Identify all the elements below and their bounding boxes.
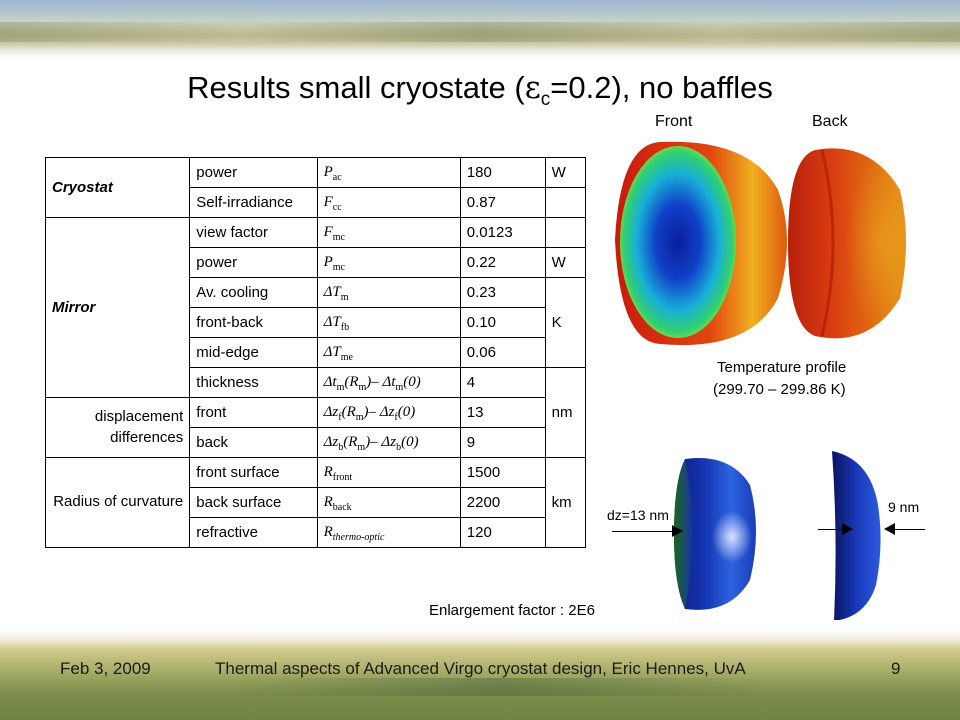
temperature-profile-figure: [615, 141, 906, 346]
row-label: back: [189, 427, 318, 458]
row-label: front-back: [189, 307, 318, 338]
row-value: 4: [459, 367, 546, 398]
row-symbol: ΔTfb: [316, 307, 461, 338]
unit-cell-empty: [544, 217, 587, 248]
table-row: displacement differences front Δzf(Rm)– …: [44, 397, 586, 458]
table-row: Mirror view factor Fmc 0.0123: [44, 217, 587, 398]
row-symbol: Fcc: [316, 187, 461, 218]
row-symbol: Fmc: [316, 217, 461, 248]
bottom-landscape-banner: [0, 628, 960, 720]
row-symbol: Rfront: [316, 457, 461, 488]
table-row: back surface Rback 2200: [46, 487, 586, 518]
right-pointing-arrow-head: [842, 523, 853, 535]
banner-fade: [0, 44, 960, 60]
unit-cell: W: [544, 247, 587, 278]
row-value: 0.22: [459, 247, 546, 278]
back-mirror-render: [788, 148, 906, 339]
row-value: 9: [459, 427, 546, 458]
row-label: power: [189, 247, 318, 278]
results-table: Cryostat power Pac 180 W Self-irradiance…: [44, 157, 587, 548]
row-symbol: Δzb(Rm)– Δzb(0): [316, 427, 461, 458]
slide-number: 9: [891, 659, 901, 678]
unit-cell: nm: [544, 367, 587, 458]
row-value: 0.0123: [459, 217, 546, 248]
dz-label: dz=13 nm: [607, 507, 669, 523]
row-value: 180: [459, 157, 546, 188]
row-label: front: [189, 397, 318, 428]
right-arrow-line: [895, 529, 925, 530]
row-symbol: Pac: [316, 157, 461, 188]
row-symbol: ΔTme: [316, 337, 461, 368]
back-label: Back: [812, 113, 848, 130]
deformed-front-mirror: [674, 458, 756, 610]
unit-cell-empty: [544, 187, 587, 218]
group-radius: Radius of curvature: [44, 457, 191, 548]
table-row: thickness Δtm(Rm)– Δtm(0) 4 nm: [46, 367, 587, 458]
left-arrow-line: [818, 529, 842, 530]
row-label: refractive: [189, 517, 318, 548]
front-label: Front: [655, 113, 693, 130]
slide-title: Results small cryostate (εc=0.2), no baf…: [187, 70, 773, 111]
table-row: refractive Rthermo-optic 120: [46, 517, 586, 548]
row-value: 2200: [459, 487, 546, 518]
group-displacement: displacement differences: [44, 397, 191, 458]
footer-date: Feb 3, 2009: [60, 659, 151, 678]
front-mirror-render: [615, 141, 787, 346]
row-value: 0.06: [459, 337, 546, 368]
unit-cell: km: [544, 457, 587, 548]
dz-arrow-head: [672, 525, 683, 537]
table-row: Radius of curvature front surface Rfront…: [44, 457, 587, 548]
left-pointing-arrow-head: [884, 523, 895, 535]
row-symbol: Pmc: [316, 247, 461, 278]
row-label: thickness: [189, 367, 318, 398]
row-value: 0.23: [459, 277, 546, 308]
temperature-caption-line2: (299.70 – 299.86 K): [713, 381, 846, 398]
nm-label: 9 nm: [888, 499, 920, 515]
table-row: Av. cooling ΔTm 0.23 K: [46, 277, 587, 368]
temperature-caption-line1: Temperature profile: [717, 359, 847, 376]
table-row: front-back ΔTfb 0.10: [46, 307, 586, 338]
row-symbol: Δtm(Rm)– Δtm(0): [316, 367, 461, 398]
row-label: view factor: [189, 217, 318, 248]
row-label: Self-irradiance: [189, 187, 318, 218]
row-label: back surface: [189, 487, 318, 518]
row-symbol: Rthermo-optic: [316, 517, 461, 548]
row-label: Av. cooling: [189, 277, 318, 308]
deformation-figure: [674, 451, 881, 620]
row-value: 0.10: [459, 307, 546, 338]
row-value: 1500: [459, 457, 546, 488]
unit-cell: K: [544, 277, 587, 368]
row-value: 0.87: [459, 187, 546, 218]
row-symbol: Δzf(Rm)– Δzf(0): [316, 397, 461, 428]
row-label: front surface: [189, 457, 318, 488]
table-row: back Δzb(Rm)– Δzb(0) 9: [46, 427, 586, 458]
row-symbol: Rback: [316, 487, 461, 518]
footer-title: Thermal aspects of Advanced Virgo cryost…: [215, 659, 746, 678]
group-cryostat: Cryostat: [44, 157, 191, 218]
row-value: 120: [459, 517, 546, 548]
table-row: Self-irradiance Fcc 0.87: [46, 187, 587, 218]
row-symbol: ΔTm: [316, 277, 461, 308]
row-label: power: [189, 157, 318, 188]
group-mirror: Mirror: [44, 217, 191, 398]
unit-cell: W: [544, 157, 587, 188]
deformed-back-mirror: [832, 451, 881, 620]
row-label: mid-edge: [189, 337, 318, 368]
enlargement-factor: Enlargement factor : 2E6: [429, 602, 595, 619]
row-value: 13: [459, 397, 546, 428]
table-row: mid-edge ΔTme 0.06: [46, 337, 586, 368]
dz-arrow-line: [612, 531, 672, 532]
table-row: Cryostat power Pac 180 W: [44, 157, 587, 218]
